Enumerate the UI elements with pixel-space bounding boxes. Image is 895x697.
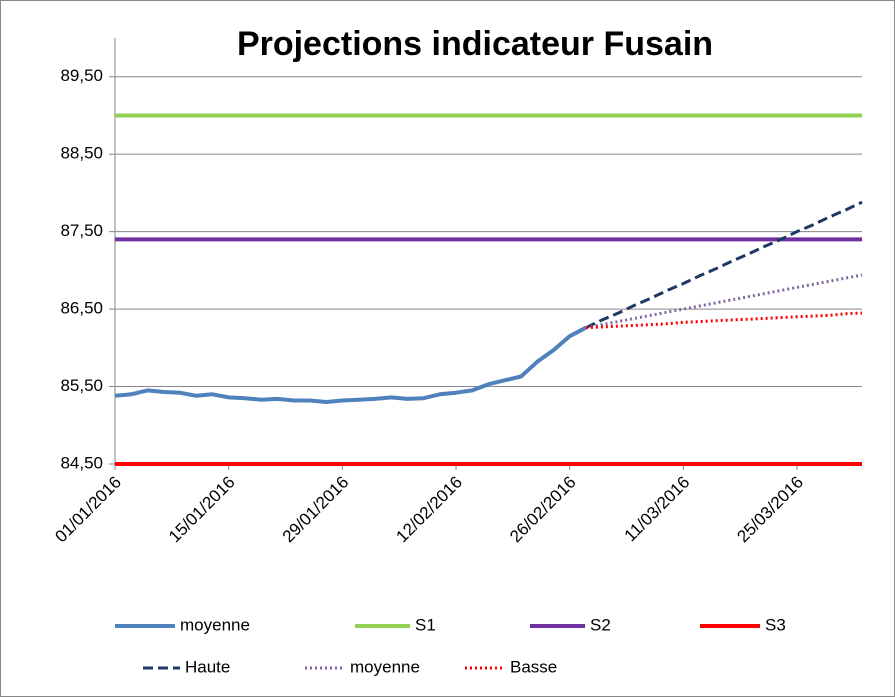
y-tick-label: 84,50 <box>60 453 103 472</box>
chart-title: Projections indicateur Fusain <box>237 25 713 63</box>
series-line <box>585 273 863 330</box>
series-line <box>114 325 587 404</box>
legend-label: moyenne <box>350 657 420 676</box>
legend-label: S2 <box>590 615 611 634</box>
legend-label: Haute <box>185 657 230 676</box>
y-tick-label: 87,50 <box>60 221 103 240</box>
legend-label: moyenne <box>180 615 250 634</box>
legend-label: S3 <box>765 615 786 634</box>
legend-label: S1 <box>415 615 436 634</box>
legend-label: Basse <box>510 657 557 676</box>
y-tick-label: 86,50 <box>60 299 103 318</box>
y-tick-label: 89,50 <box>60 66 103 85</box>
y-tick-label: 85,50 <box>60 376 103 395</box>
y-tick-label: 88,50 <box>60 144 103 163</box>
series-line <box>585 200 863 330</box>
series-line <box>585 311 863 330</box>
